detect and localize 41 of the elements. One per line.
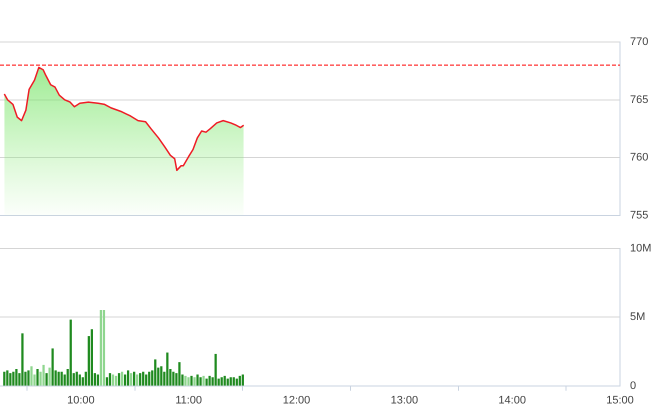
bar <box>232 377 235 386</box>
bar <box>12 372 14 386</box>
bar <box>154 359 156 386</box>
bar <box>145 374 148 386</box>
bar <box>6 370 8 386</box>
bar <box>160 366 162 386</box>
bar <box>148 372 150 386</box>
bar <box>3 372 6 386</box>
y-tick-label: 760 <box>630 152 648 164</box>
x-tick-label: 12:00 <box>282 394 310 406</box>
bar <box>226 378 229 386</box>
bar <box>230 377 232 386</box>
bar <box>70 320 72 386</box>
bar <box>76 372 78 386</box>
y-tick-label: 5M <box>630 311 646 324</box>
y-tick-label: 770 <box>630 36 648 48</box>
bar <box>242 374 244 386</box>
x-tick-label: 10:00 <box>67 394 95 406</box>
bar <box>139 373 142 386</box>
x-tick-label: 13:00 <box>390 394 418 406</box>
bar <box>90 329 93 386</box>
x-tick-label: 15:00 <box>606 394 634 406</box>
bar <box>78 374 81 386</box>
y-tick-label: 0 <box>630 380 636 392</box>
y-tick-label: 10M <box>630 242 652 255</box>
bar <box>220 377 223 386</box>
bar <box>214 354 217 386</box>
bar <box>166 352 168 386</box>
y-tick-label: 755 <box>630 209 648 222</box>
y-tick-label: 765 <box>630 94 648 106</box>
bar <box>9 373 12 386</box>
bar <box>236 378 238 386</box>
x-tick-label: 14:00 <box>498 394 526 406</box>
bar <box>58 372 60 386</box>
bar <box>136 374 138 386</box>
bar <box>142 372 144 386</box>
x-tick-label: 11:00 <box>175 394 202 406</box>
bar <box>60 372 63 386</box>
bar <box>133 372 136 386</box>
bar <box>224 376 226 386</box>
bar <box>238 376 241 386</box>
